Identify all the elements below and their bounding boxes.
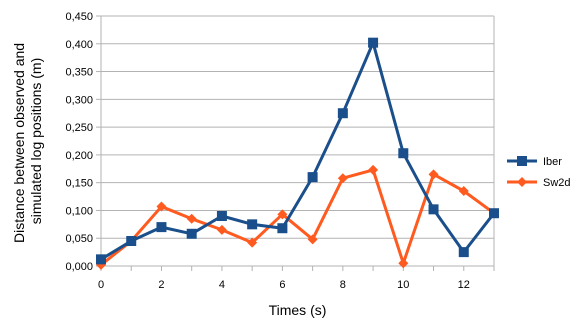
data-point-iber [398,148,409,159]
x-tick-label: 6 [279,279,285,291]
data-point-sw2d [428,169,439,180]
data-point-sw2d [368,164,379,175]
data-point-sw2d [307,234,318,245]
data-point-iber [156,222,167,233]
axes [96,15,495,271]
gridlines [101,15,494,267]
legend-label: Sw2d [543,177,571,189]
y-tick-label: 0,150 [65,178,93,190]
x-tick-label: 8 [340,279,346,291]
data-point-iber [96,254,106,265]
series-iber [96,37,499,265]
data-point-iber [247,219,258,230]
legend-marker [517,177,527,187]
data-point-sw2d [216,224,227,235]
data-point-iber [368,37,379,48]
x-tick-label: 2 [158,279,164,291]
data-point-iber [489,208,499,219]
data-point-iber [458,247,469,258]
data-point-sw2d [398,258,409,269]
y-tick-label: 0,200 [65,150,93,162]
y-axis-title-line-1: Distance between observed and [11,43,27,243]
y-tick-label: 0,000 [65,261,93,273]
y-tick-label: 0,400 [65,39,93,51]
legend-item-iber: Iber [507,156,562,168]
y-tick-label: 0,050 [65,233,93,245]
x-tick-label: 0 [98,279,104,291]
series-line-sw2d [100,168,495,267]
y-tick-label: 0,100 [65,205,93,217]
data-point-sw2d [156,201,167,212]
data-point-iber [186,228,197,239]
data-point-iber [126,236,137,246]
x-axis-title: Times (s) [269,302,327,318]
tick-labels: 0,000 0,050 0,100 0,150 0,200 0,250 0,300 0,350… [65,11,469,291]
y-axis-title: Distance between observed and simulated … [11,39,44,243]
data-point-sw2d [247,237,258,248]
y-axis-title-line-2: simulated log positions (m) [28,58,44,225]
x-tick-label: 4 [219,279,225,291]
data-point-sw2d [458,186,469,196]
y-tick-label: 0,300 [65,94,93,106]
data-point-iber [216,211,227,221]
data-point-iber [307,172,318,183]
data-point-sw2d [337,173,348,184]
data-point-sw2d [186,213,197,224]
data-point-iber [428,204,439,215]
series-group [96,37,499,270]
series-line-iber [100,41,496,261]
legend: Iber Sw2d [507,156,571,189]
data-point-iber [337,108,348,119]
x-tick-label: 10 [397,279,409,291]
y-tick-label: 0,250 [65,122,93,134]
x-tick-label: 12 [458,279,470,291]
y-tick-label: 0,350 [65,67,93,79]
legend-item-sw2d: Sw2d [507,177,571,189]
legend-label: Iber [543,156,562,168]
legend-marker [517,156,527,166]
data-point-sw2d [277,209,288,220]
y-tick-label: 0,450 [65,11,93,23]
data-point-iber [277,223,288,234]
